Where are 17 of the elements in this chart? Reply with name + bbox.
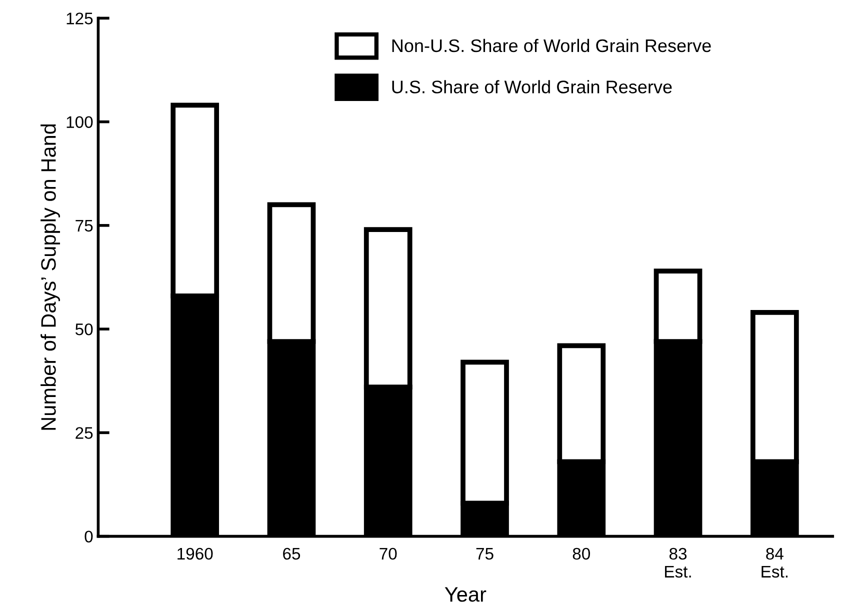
y-tick-label: 125 (66, 12, 93, 24)
x-tick-label: 1960 (178, 548, 213, 560)
y-tick-label: 25 (76, 427, 93, 439)
y-tick-label: 100 (66, 116, 93, 128)
x-tick-label: 70 (380, 548, 397, 560)
y-tick-label: 50 (75, 323, 93, 336)
x-axis-title: Year (444, 587, 486, 602)
x-tick-label: 65 (283, 548, 300, 560)
y-axis-title: Number of Days’ Supply on Hand (40, 124, 60, 430)
y-tick-label: 75 (76, 220, 93, 232)
legend-label: U.S. Share of World Grain Reserve (392, 80, 672, 94)
x-tick-label: 84 Est. (762, 548, 788, 578)
legend-label: Non-U.S. Share of World Grain Reserve (392, 38, 711, 52)
x-tick-label: 80 (572, 548, 590, 560)
x-tick-label: 83 Est. (665, 548, 691, 578)
x-tick-label: 75 (476, 548, 494, 560)
y-tick-label: 0 (84, 530, 93, 543)
